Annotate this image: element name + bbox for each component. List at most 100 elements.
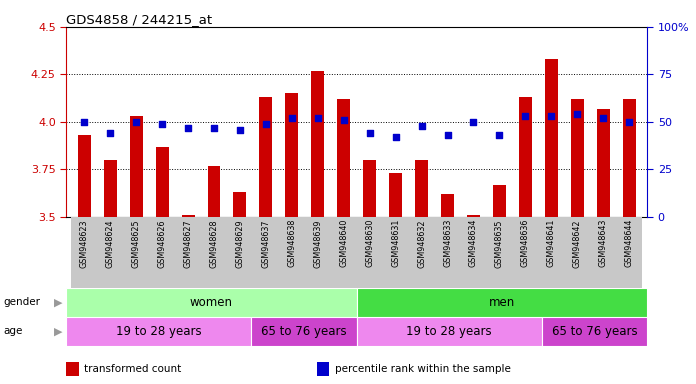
Text: ▶: ▶ [54,297,62,308]
Bar [356,288,647,317]
Bar [71,217,97,288]
Text: GSM948632: GSM948632 [417,219,426,268]
Bar [233,192,246,217]
Bar [251,317,356,346]
Point [286,115,297,121]
Bar [104,160,117,217]
Bar [512,217,538,288]
Bar [227,217,253,288]
Bar [356,317,541,346]
Bar [78,135,90,217]
Bar [207,166,221,217]
Point [624,119,635,125]
Point [494,132,505,138]
Bar [279,217,305,288]
Bar [409,217,434,288]
Text: GSM948630: GSM948630 [365,219,374,268]
Text: 65 to 76 years: 65 to 76 years [261,325,347,338]
Bar [389,173,402,217]
Point [260,121,271,127]
Point [390,134,401,140]
Bar [493,185,506,217]
Text: gender: gender [3,297,40,308]
Text: GSM948631: GSM948631 [391,219,400,268]
Point [416,122,427,129]
Point [520,113,531,119]
Bar [623,99,635,217]
Bar [571,99,584,217]
Point [79,119,90,125]
Bar [97,217,123,288]
Point [313,115,324,121]
Point [442,132,453,138]
Text: women: women [190,296,233,309]
Bar [156,147,168,217]
Bar [260,97,272,217]
Point [182,124,193,131]
Bar [538,217,564,288]
Bar [311,71,324,217]
Text: GSM948639: GSM948639 [313,219,322,268]
Point [468,119,479,125]
Point [104,130,116,136]
Bar [383,217,409,288]
Bar [123,217,149,288]
Bar [616,217,642,288]
Bar [545,59,557,217]
Text: GSM948629: GSM948629 [235,219,244,268]
Text: GSM948624: GSM948624 [106,219,115,268]
Text: GSM948637: GSM948637 [262,219,270,268]
Text: 65 to 76 years: 65 to 76 years [552,325,638,338]
Text: percentile rank within the sample: percentile rank within the sample [335,364,511,374]
Text: GSM948642: GSM948642 [573,219,582,268]
Bar [338,99,350,217]
Bar [285,93,299,217]
Bar [461,217,487,288]
Bar [590,217,616,288]
Text: GSM948640: GSM948640 [339,219,348,268]
Text: GSM948625: GSM948625 [132,219,141,268]
Point [598,115,609,121]
Text: age: age [3,326,23,336]
Point [546,113,557,119]
Bar [175,217,201,288]
Text: ▶: ▶ [54,326,62,336]
Text: men: men [489,296,515,309]
Text: GSM948638: GSM948638 [287,219,296,268]
Text: GSM948626: GSM948626 [157,219,166,268]
Bar [129,116,143,217]
Point [571,111,583,118]
Text: GSM948644: GSM948644 [624,219,633,268]
Bar [356,217,383,288]
Bar [415,160,428,217]
Bar [564,217,590,288]
Bar [253,217,279,288]
Bar [596,109,610,217]
Bar [201,217,227,288]
Text: GSM948643: GSM948643 [599,219,608,268]
Text: 19 to 28 years: 19 to 28 years [406,325,492,338]
Bar [331,217,356,288]
Bar [305,217,331,288]
Text: transformed count: transformed count [84,364,182,374]
Bar [363,160,376,217]
Text: GSM948635: GSM948635 [495,219,504,268]
Bar [519,97,532,217]
Text: GSM948627: GSM948627 [184,219,193,268]
Bar [467,215,480,217]
Point [131,119,142,125]
Text: GSM948641: GSM948641 [547,219,556,268]
Point [157,121,168,127]
Bar [66,288,356,317]
Bar [149,217,175,288]
Bar [182,215,195,217]
Text: GSM948633: GSM948633 [443,219,452,268]
Text: GSM948628: GSM948628 [209,219,219,268]
Bar [487,217,512,288]
Text: GSM948634: GSM948634 [469,219,478,268]
Bar [541,317,647,346]
Text: GSM948623: GSM948623 [80,219,89,268]
Point [364,130,375,136]
Text: GSM948636: GSM948636 [521,219,530,268]
Bar [441,194,454,217]
